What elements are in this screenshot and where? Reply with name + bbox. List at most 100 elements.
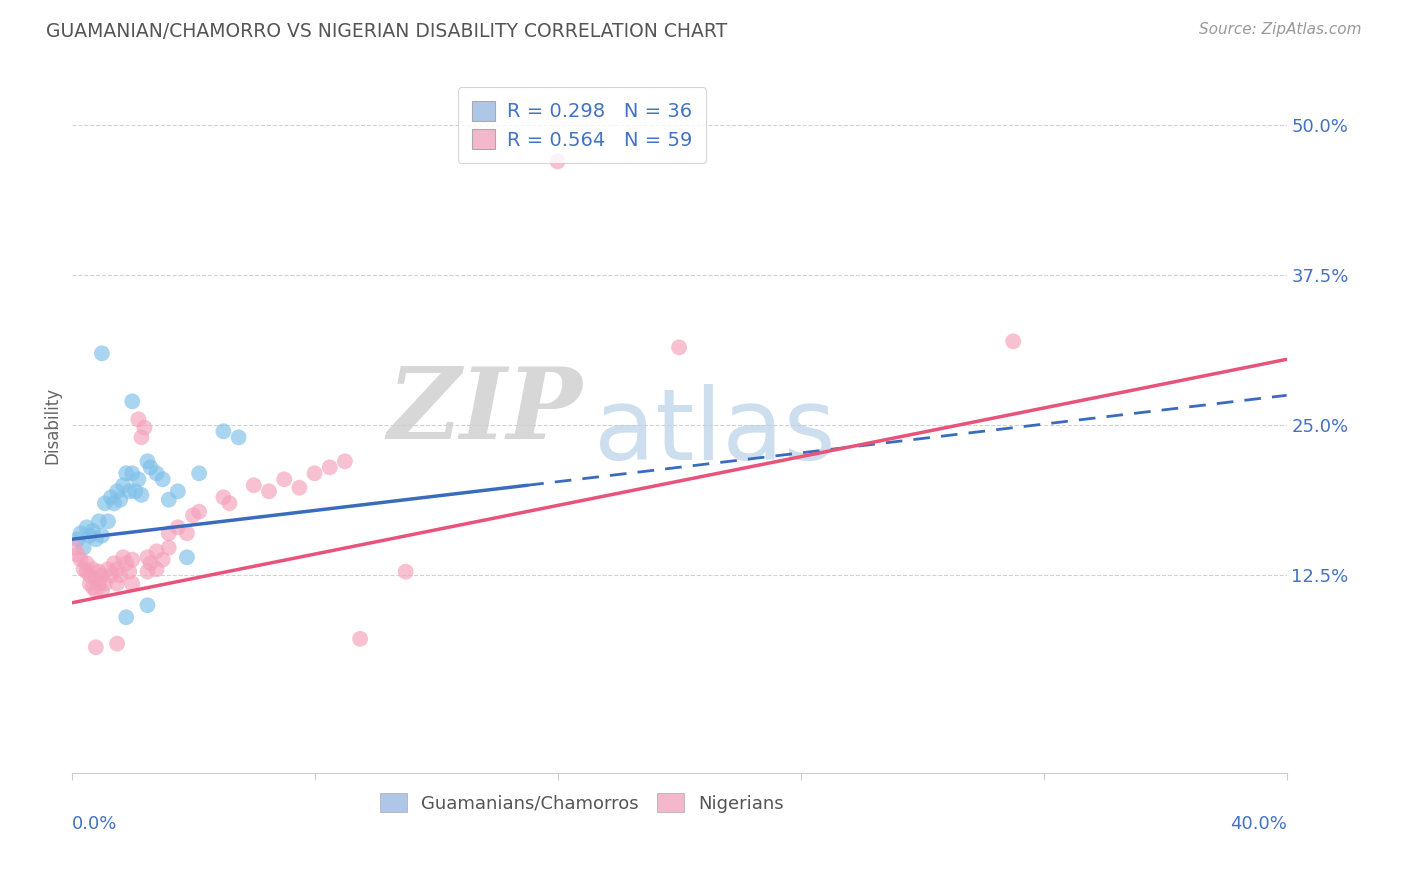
Point xyxy=(69,526,91,541)
Point xyxy=(76,565,98,579)
Point xyxy=(121,394,143,409)
Point xyxy=(395,565,418,579)
Point xyxy=(131,430,153,444)
Point xyxy=(105,562,128,576)
Point xyxy=(100,568,122,582)
Point xyxy=(228,430,250,444)
Point xyxy=(108,568,131,582)
Point xyxy=(273,472,295,486)
Point xyxy=(100,490,122,504)
Text: ZIP: ZIP xyxy=(387,363,582,459)
Text: atlas: atlas xyxy=(593,384,835,481)
Point xyxy=(218,496,240,510)
Text: 40.0%: 40.0% xyxy=(1230,815,1286,833)
Point xyxy=(115,610,138,624)
Point xyxy=(145,562,167,576)
Point xyxy=(115,556,138,570)
Point xyxy=(94,496,117,510)
Point xyxy=(105,576,128,591)
Text: GUAMANIAN/CHAMORRO VS NIGERIAN DISABILITY CORRELATION CHART: GUAMANIAN/CHAMORRO VS NIGERIAN DISABILIT… xyxy=(46,22,728,41)
Point xyxy=(73,562,96,576)
Point xyxy=(66,533,89,547)
Point xyxy=(1002,334,1025,349)
Point xyxy=(73,541,96,555)
Point xyxy=(90,529,112,543)
Point xyxy=(69,552,91,566)
Point xyxy=(118,565,141,579)
Point xyxy=(82,524,104,538)
Point xyxy=(121,467,143,481)
Point xyxy=(181,508,204,523)
Point xyxy=(105,637,128,651)
Point xyxy=(121,576,143,591)
Point xyxy=(243,478,266,492)
Point xyxy=(112,550,135,565)
Point xyxy=(90,568,112,582)
Point xyxy=(145,467,167,481)
Point xyxy=(105,484,128,499)
Point xyxy=(76,556,98,570)
Point xyxy=(63,541,86,555)
Point xyxy=(84,533,107,547)
Point xyxy=(139,460,162,475)
Point xyxy=(349,632,371,646)
Point xyxy=(136,454,159,468)
Point xyxy=(288,481,311,495)
Point xyxy=(103,496,125,510)
Point xyxy=(176,550,198,565)
Point xyxy=(127,412,149,426)
Point xyxy=(136,550,159,565)
Point xyxy=(127,472,149,486)
Point xyxy=(668,340,690,354)
Point xyxy=(547,154,569,169)
Point xyxy=(188,467,211,481)
Point xyxy=(90,583,112,598)
Point xyxy=(94,576,117,591)
Point xyxy=(84,572,107,586)
Point xyxy=(333,454,356,468)
Point xyxy=(79,529,101,543)
Point xyxy=(319,460,342,475)
Point xyxy=(139,556,162,570)
Point xyxy=(84,583,107,598)
Text: Source: ZipAtlas.com: Source: ZipAtlas.com xyxy=(1198,22,1361,37)
Point xyxy=(166,520,188,534)
Point xyxy=(115,467,138,481)
Point xyxy=(121,552,143,566)
Y-axis label: Disability: Disability xyxy=(44,387,60,464)
Legend: R = 0.298   N = 36, R = 0.564   N = 59: R = 0.298 N = 36, R = 0.564 N = 59 xyxy=(458,87,706,163)
Point xyxy=(136,565,159,579)
Point xyxy=(84,640,107,655)
Point xyxy=(131,488,153,502)
Point xyxy=(152,472,174,486)
Point xyxy=(87,514,110,528)
Point xyxy=(145,544,167,558)
Point xyxy=(136,599,159,613)
Point xyxy=(118,484,141,499)
Point xyxy=(90,346,112,360)
Point xyxy=(82,562,104,576)
Point xyxy=(166,484,188,499)
Point xyxy=(103,556,125,570)
Point xyxy=(257,484,280,499)
Point xyxy=(188,505,211,519)
Point xyxy=(157,526,180,541)
Point xyxy=(76,520,98,534)
Point xyxy=(157,492,180,507)
Point xyxy=(87,576,110,591)
Point xyxy=(152,552,174,566)
Point xyxy=(97,514,120,528)
Point xyxy=(87,565,110,579)
Text: 0.0%: 0.0% xyxy=(72,815,117,833)
Point xyxy=(79,568,101,582)
Point xyxy=(66,548,89,562)
Point xyxy=(157,541,180,555)
Point xyxy=(124,484,146,499)
Point xyxy=(134,420,156,434)
Point xyxy=(112,478,135,492)
Point xyxy=(212,490,235,504)
Point xyxy=(304,467,326,481)
Point xyxy=(79,576,101,591)
Point xyxy=(82,580,104,594)
Point xyxy=(212,425,235,439)
